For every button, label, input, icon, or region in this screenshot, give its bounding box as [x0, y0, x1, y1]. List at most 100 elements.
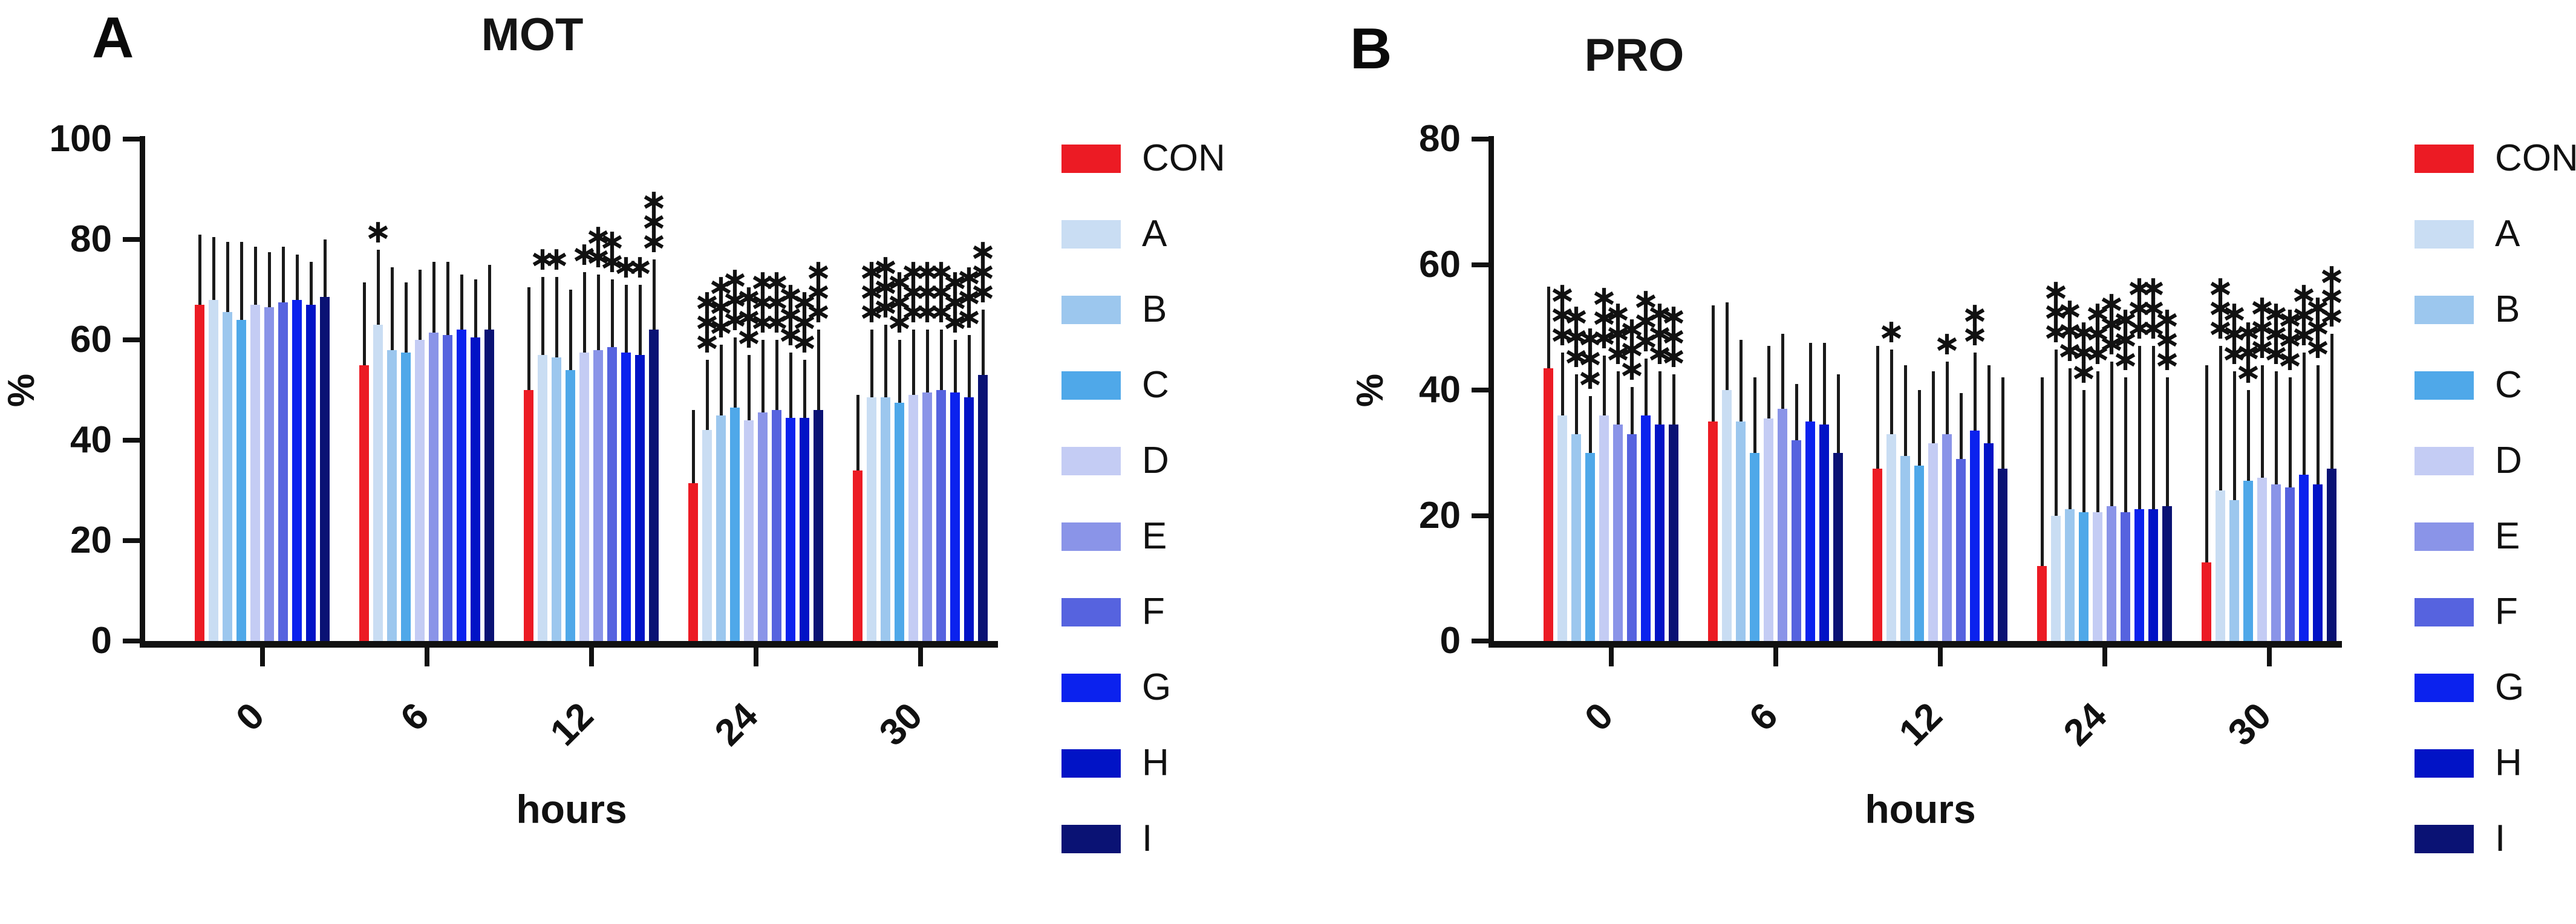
error-bar — [376, 249, 380, 330]
sig-asterisks: ∗ — [540, 239, 573, 278]
asterisk-icon: ∗ — [543, 239, 570, 278]
bar-I-h12 — [649, 330, 659, 641]
error-bar — [2124, 377, 2127, 518]
x-tick — [753, 648, 758, 666]
error-bar — [925, 330, 929, 398]
error-bar — [939, 330, 943, 395]
error-bar — [610, 279, 614, 353]
error-bar — [1917, 390, 1921, 470]
legend-label-B: B — [2495, 288, 2520, 330]
y-tick — [123, 438, 140, 443]
y-tick-label: 0 — [91, 620, 112, 662]
bar-G-h30 — [2299, 475, 2309, 641]
bar-A-h0 — [1557, 415, 1567, 641]
y-tick — [1472, 262, 1489, 267]
bar-D-h0 — [250, 304, 260, 641]
bar-B-h30 — [881, 397, 890, 641]
x-tick — [1937, 648, 1943, 666]
bar-C-h24 — [730, 408, 740, 641]
asterisk-icon: ∗ — [2318, 296, 2346, 334]
error-bar — [309, 262, 313, 310]
asterisk-icon: ∗ — [1576, 359, 1604, 397]
bar-E-h30 — [922, 392, 932, 641]
asterisk-icon: ∗ — [1618, 349, 1646, 388]
bar-CON-h12 — [1873, 468, 1882, 641]
legend-label-C: C — [2495, 364, 2522, 406]
x-tick-label: 6 — [392, 695, 437, 740]
error-bar — [1739, 340, 1743, 426]
sig-asterisks: ∗ ∗ ∗ — [637, 185, 670, 258]
x-tick-label: 24 — [706, 695, 766, 754]
y-tick-label: 0 — [1440, 620, 1461, 662]
x-tick-label: 30 — [871, 695, 930, 754]
error-bar — [2205, 365, 2208, 568]
legend-label-CON: CON — [1142, 137, 1225, 179]
legend-label-C: C — [1142, 364, 1169, 406]
sig-asterisks: ∗ ∗ ∗ — [1560, 300, 1593, 373]
y-axis — [1489, 136, 1494, 648]
bar-B-h6 — [1736, 421, 1746, 641]
error-bar — [2274, 371, 2278, 489]
x-tick — [259, 648, 265, 666]
sig-asterisks: ∗ ∗ ∗ — [2274, 303, 2306, 376]
y-tick — [123, 639, 140, 643]
legend-swatch-B — [1061, 296, 1121, 324]
y-tick — [1472, 639, 1489, 643]
bar-D-h0 — [1599, 415, 1609, 641]
bar-A-h24 — [2051, 515, 2061, 641]
bar-B-h12 — [552, 357, 561, 641]
bar-F-h0 — [1627, 434, 1637, 641]
sig-asterisks: ∗ ∗ ∗ — [2095, 287, 2128, 360]
legend-swatch-B — [2415, 296, 2474, 324]
error-bar — [226, 242, 229, 317]
bar-A-h12 — [1886, 434, 1896, 641]
error-bar — [569, 290, 572, 375]
x-tick — [918, 648, 923, 666]
bar-A-h30 — [867, 397, 876, 641]
legend-label-B: B — [1142, 288, 1167, 330]
legend-swatch-H — [1061, 749, 1121, 778]
error-bar — [719, 345, 723, 420]
legend-swatch-G — [1061, 674, 1121, 702]
error-bar — [323, 239, 327, 302]
error-bar — [1767, 346, 1770, 423]
error-bar — [2068, 368, 2072, 515]
bar-CON-h0 — [1544, 368, 1553, 641]
panel-a-title: MOT — [481, 9, 584, 60]
bar-C-h0 — [1585, 452, 1595, 641]
bar-D-h24 — [2093, 512, 2102, 641]
error-bar — [527, 287, 530, 395]
x-tick — [1773, 648, 1778, 666]
error-bar — [460, 275, 463, 335]
legend-label-A: A — [2495, 213, 2520, 255]
legend-label-A: A — [1142, 213, 1167, 255]
bar-F-h6 — [443, 334, 452, 641]
error-bar — [390, 267, 394, 355]
legend-swatch-CON — [2415, 145, 2474, 173]
bar-I-h6 — [1833, 452, 1843, 641]
sig-asterisks: ∗ ∗ ∗ — [2151, 303, 2183, 376]
error-bar — [418, 269, 422, 345]
error-bar — [432, 262, 435, 337]
asterisk-icon: ∗ — [1933, 324, 1961, 363]
bar-B-h0 — [223, 312, 232, 641]
legend-swatch-I — [2415, 825, 2474, 853]
bar-E-h6 — [429, 332, 439, 641]
bar-D-h30 — [908, 395, 918, 641]
bar-H-h6 — [471, 337, 480, 641]
bar-B-h12 — [1900, 455, 1910, 641]
bar-D-h12 — [579, 352, 589, 641]
error-bar — [1602, 355, 1606, 420]
error-bar — [1973, 352, 1977, 436]
y-axis — [140, 136, 145, 648]
error-bar — [1753, 377, 1756, 458]
bar-F-h30 — [936, 390, 946, 641]
bar-H-h6 — [1819, 425, 1829, 641]
legend-swatch-C — [2415, 371, 2474, 400]
error-bar — [911, 330, 915, 400]
error-bar — [1658, 371, 1661, 430]
bar-D-h6 — [1764, 418, 1773, 641]
bar-B-h24 — [716, 415, 726, 641]
x-tick-label: 12 — [1891, 695, 1950, 754]
bar-F-h6 — [1792, 440, 1801, 641]
